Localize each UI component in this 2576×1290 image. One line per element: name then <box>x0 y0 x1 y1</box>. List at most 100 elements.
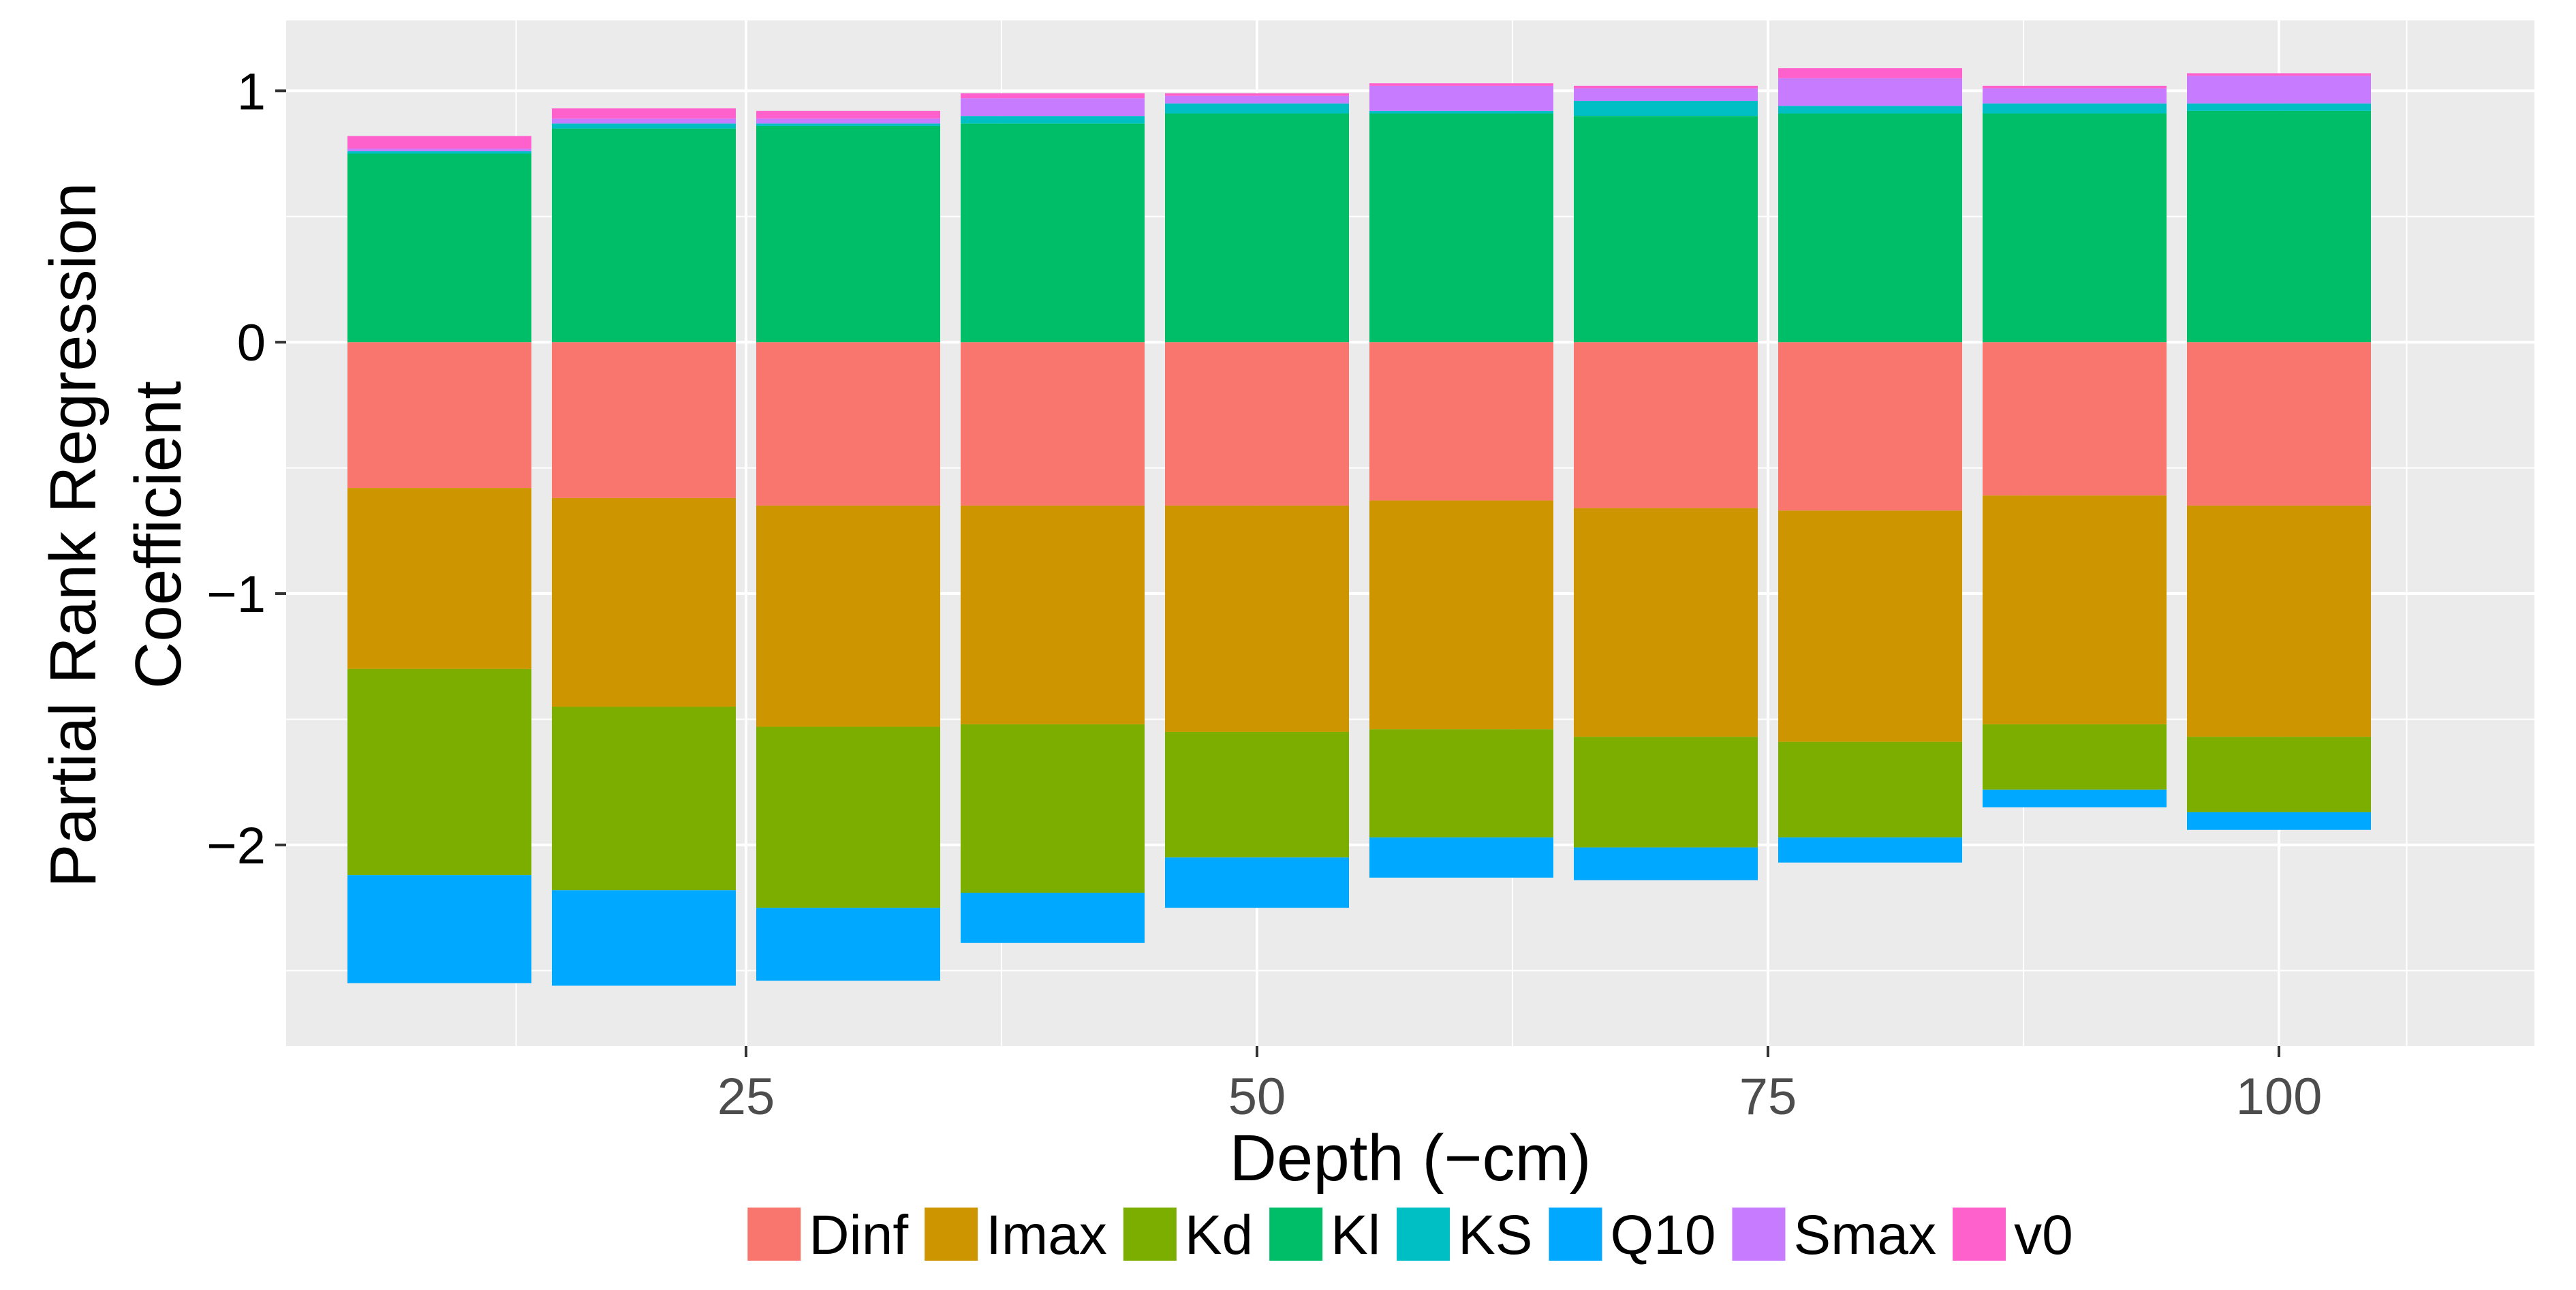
legend-item-imax: Imax <box>925 1204 1107 1266</box>
legend-key-kd <box>1123 1208 1177 1261</box>
legend-item-smax: Smax <box>1732 1204 1936 1266</box>
bar-kd-depth-60 <box>1369 729 1553 838</box>
y-tick-label: 0 <box>237 314 266 372</box>
bar-ks-depth-50 <box>1165 103 1349 114</box>
x-tick-label: 75 <box>1739 1068 1797 1126</box>
bar-smax-depth-70 <box>1574 88 1758 102</box>
bar-kd-depth-100 <box>2187 737 2371 812</box>
legend-label-imax: Imax <box>986 1204 1107 1266</box>
bar-kd-depth-20 <box>552 707 736 891</box>
bar-v0-depth-70 <box>1574 85 1758 89</box>
legend: Dinf Imax Kd Kl KS Q10 Smax v0 <box>747 1204 2073 1266</box>
bar-smax-depth-100 <box>2187 76 2371 104</box>
legend-key-kl <box>1269 1208 1323 1261</box>
bar-ks-depth-10 <box>347 151 531 154</box>
legend-label-ks: KS <box>1458 1204 1532 1266</box>
bar-q10-depth-10 <box>347 875 531 983</box>
legend-key-q10 <box>1549 1208 1602 1261</box>
bar-q10-depth-100 <box>2187 812 2371 830</box>
x-tick-label: 25 <box>717 1068 775 1126</box>
bar-imax-depth-50 <box>1165 505 1349 732</box>
legend-item-q10: Q10 <box>1549 1204 1716 1266</box>
bar-dinf-depth-10 <box>347 342 531 489</box>
legend-label-q10: Q10 <box>1610 1204 1716 1266</box>
bar-smax-depth-20 <box>552 118 736 124</box>
bar-dinf-depth-50 <box>1165 342 1349 506</box>
bar-kl-depth-40 <box>961 123 1145 343</box>
bar-kl-depth-70 <box>1574 116 1758 343</box>
legend-item-dinf: Dinf <box>747 1204 908 1266</box>
bar-dinf-depth-20 <box>552 342 736 498</box>
legend-label-kl: Kl <box>1331 1204 1380 1266</box>
bar-kl-depth-80 <box>1778 113 1962 343</box>
bar-kl-depth-30 <box>756 125 940 343</box>
bar-kd-depth-30 <box>756 726 940 908</box>
bar-kl-depth-100 <box>2187 110 2371 343</box>
bar-dinf-depth-30 <box>756 342 940 506</box>
legend-item-ks: KS <box>1397 1204 1532 1266</box>
bar-q10-depth-20 <box>552 890 736 986</box>
legend-key-imax <box>925 1208 978 1261</box>
legend-key-smax <box>1732 1208 1786 1261</box>
bar-v0-depth-10 <box>347 136 531 149</box>
bar-imax-depth-100 <box>2187 505 2371 737</box>
bar-kl-depth-10 <box>347 153 531 343</box>
bar-kd-depth-70 <box>1574 737 1758 848</box>
bar-dinf-depth-70 <box>1574 342 1758 508</box>
bar-kd-depth-80 <box>1778 741 1962 838</box>
bar-v0-depth-100 <box>2187 73 2371 76</box>
bar-imax-depth-80 <box>1778 510 1962 742</box>
bar-v0-depth-40 <box>961 93 1145 99</box>
x-axis-ticks: 25 50 75 100 <box>717 1046 2322 1126</box>
bar-q10-depth-30 <box>756 908 940 981</box>
bar-q10-depth-60 <box>1369 837 1553 878</box>
legend-key-v0 <box>1953 1208 2006 1261</box>
bar-ks-depth-90 <box>1983 103 2167 114</box>
bar-dinf-depth-80 <box>1778 342 1962 511</box>
bar-ks-depth-40 <box>961 116 1145 124</box>
bar-v0-depth-90 <box>1983 85 2167 89</box>
y-axis-title-line-2: Coefficient <box>122 381 195 689</box>
y-axis-title-line-1: Partial Rank Regression <box>37 182 110 887</box>
legend-item-kl: Kl <box>1269 1204 1380 1266</box>
bar-smax-depth-90 <box>1983 88 2167 104</box>
bar-dinf-depth-40 <box>961 342 1145 506</box>
bar-smax-depth-80 <box>1778 78 1962 106</box>
y-axis-ticks: 1 0 −1 −2 <box>206 63 286 875</box>
bar-kl-depth-20 <box>552 128 736 343</box>
legend-label-kd: Kd <box>1185 1204 1253 1266</box>
bar-q10-depth-70 <box>1574 847 1758 880</box>
bar-q10-depth-80 <box>1778 837 1962 863</box>
bar-v0-depth-60 <box>1369 83 1553 86</box>
legend-label-v0: v0 <box>2014 1204 2073 1266</box>
bar-smax-depth-30 <box>756 118 940 124</box>
legend-label-smax: Smax <box>1793 1204 1936 1266</box>
x-axis-title: Depth (−cm) <box>1230 1122 1592 1195</box>
bar-ks-depth-70 <box>1574 101 1758 117</box>
bar-imax-depth-20 <box>552 497 736 707</box>
bar-kd-depth-10 <box>347 669 531 876</box>
bar-v0-depth-50 <box>1165 93 1349 96</box>
bar-imax-depth-40 <box>961 505 1145 724</box>
bar-ks-depth-100 <box>2187 103 2371 111</box>
bar-dinf-depth-60 <box>1369 342 1553 501</box>
bar-imax-depth-10 <box>347 488 531 669</box>
bar-q10-depth-40 <box>961 892 1145 943</box>
bar-ks-depth-30 <box>756 123 940 126</box>
bar-q10-depth-90 <box>1983 789 2167 808</box>
bar-q10-depth-50 <box>1165 857 1349 908</box>
bar-kl-depth-60 <box>1369 113 1553 343</box>
bar-ks-depth-80 <box>1778 106 1962 114</box>
legend-key-dinf <box>747 1208 801 1261</box>
bar-v0-depth-80 <box>1778 68 1962 78</box>
bar-v0-depth-20 <box>552 108 736 119</box>
bar-dinf-depth-100 <box>2187 342 2371 506</box>
bar-imax-depth-90 <box>1983 495 2167 724</box>
y-tick-label: −2 <box>206 817 266 875</box>
legend-item-kd: Kd <box>1123 1204 1253 1266</box>
bar-dinf-depth-90 <box>1983 342 2167 496</box>
bar-smax-depth-40 <box>961 98 1145 117</box>
legend-item-v0: v0 <box>1953 1204 2073 1266</box>
bar-kl-depth-90 <box>1983 113 2167 343</box>
